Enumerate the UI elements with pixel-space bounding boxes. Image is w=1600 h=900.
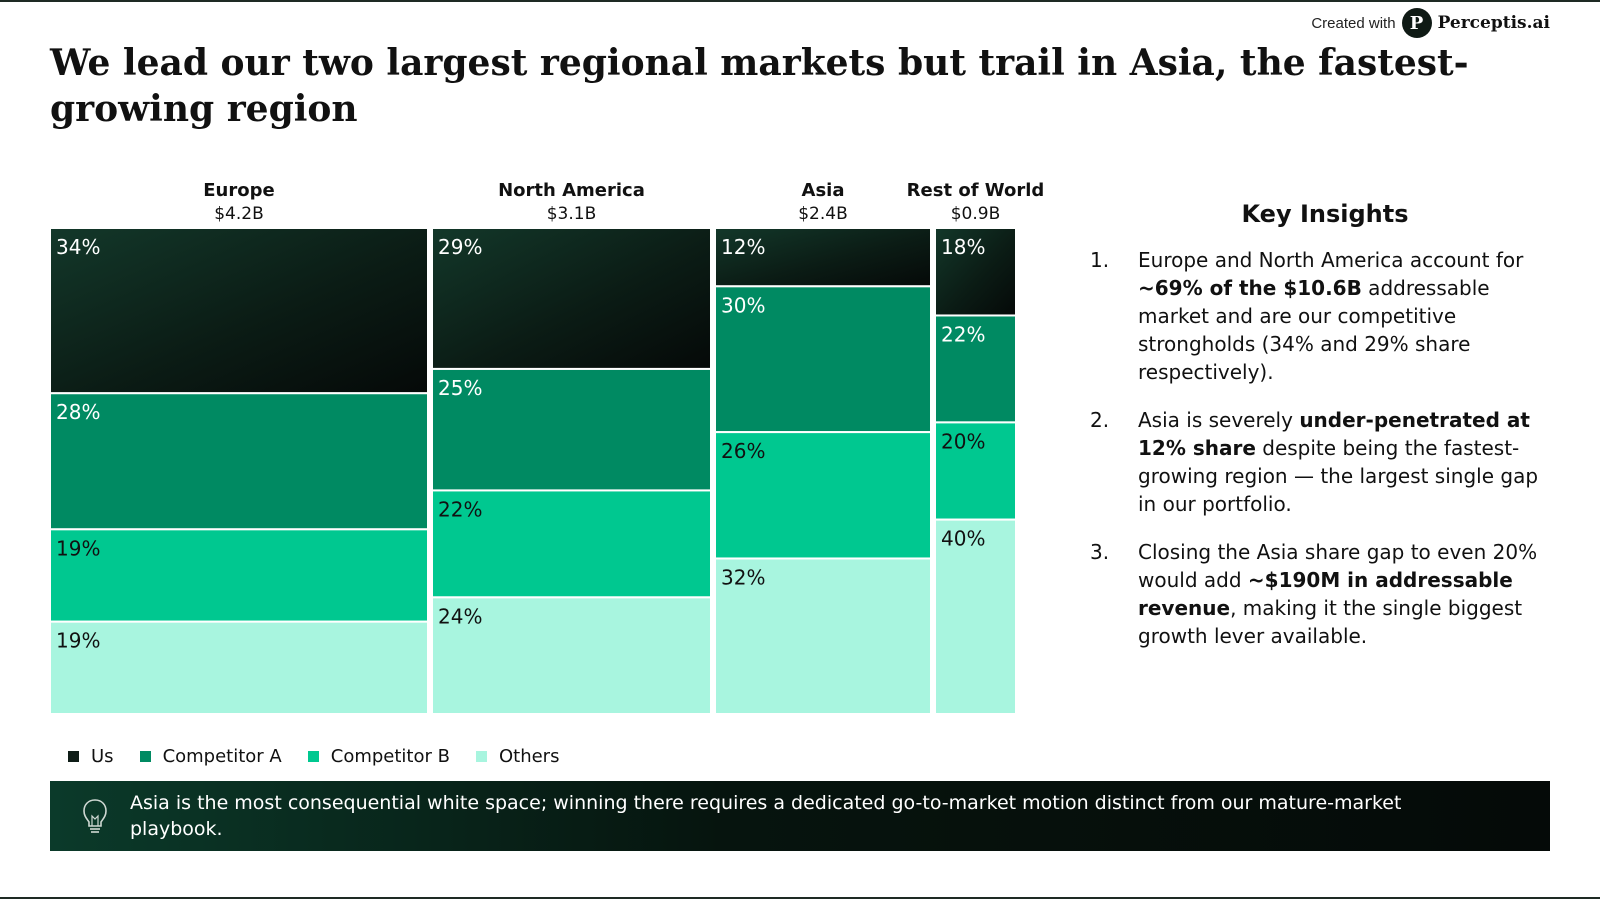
callout-text: Asia is the most consequential white spa… bbox=[130, 792, 1402, 840]
insight-text-part: Europe and North America account for bbox=[1138, 248, 1524, 272]
brand-logo-icon: P bbox=[1401, 8, 1432, 38]
segment-asia-competitor-a bbox=[714, 285, 932, 434]
segment-value-label: 18% bbox=[941, 235, 985, 259]
segment-value-label: 32% bbox=[721, 565, 765, 589]
segment-value-label: 34% bbox=[56, 235, 100, 259]
segment-rest-of-world-others bbox=[934, 518, 1017, 715]
brand-name: Perceptis.ai bbox=[1437, 13, 1550, 33]
insight-text: Closing the Asia share gap to even 20% w… bbox=[1138, 538, 1560, 650]
segment-value-label: 29% bbox=[438, 235, 482, 259]
segment-asia-others bbox=[714, 557, 932, 715]
segment-value-label: 28% bbox=[56, 400, 100, 424]
region-size-label-rest-of-world: $0.9B bbox=[951, 204, 1001, 224]
insight-text-emphasis: ~$190M in addressable revenue bbox=[1138, 568, 1513, 620]
insight-item: 1. Europe and North America account for … bbox=[1090, 246, 1560, 386]
segment-value-label: 19% bbox=[56, 629, 100, 653]
insight-text: Europe and North America account for ~69… bbox=[1138, 246, 1560, 386]
key-insights-panel: Key Insights 1. Europe and North America… bbox=[1090, 200, 1560, 670]
segment-europe-others bbox=[49, 620, 429, 715]
legend-swatch-competitor-b bbox=[307, 751, 319, 762]
segment-north-america-competitor-a bbox=[431, 367, 712, 492]
legend-swatch-us bbox=[68, 751, 79, 762]
legend-label: Others bbox=[498, 746, 560, 767]
insight-text-part: , making it the single biggest growth le… bbox=[1138, 596, 1523, 648]
segment-value-label: 22% bbox=[438, 497, 482, 521]
region-size-label-asia: $2.4B bbox=[798, 204, 848, 224]
region-label-north-america: North America bbox=[498, 180, 645, 201]
brand-prefix: Created with bbox=[1311, 14, 1396, 32]
segment-rest-of-world-competitor-a bbox=[934, 314, 1017, 424]
segment-value-label: 20% bbox=[941, 429, 985, 453]
segment-value-label: 19% bbox=[56, 536, 100, 560]
segment-value-label: 26% bbox=[721, 439, 765, 463]
marimekko-chart: Europe $4.2B 34% 28% 19% 19% North America $3.1… bbox=[49, 180, 1045, 715]
insight-number: 1. bbox=[1090, 248, 1110, 272]
segment-europe-competitor-b bbox=[49, 528, 429, 623]
legend-item-us: Us bbox=[68, 746, 114, 767]
insight-number: 3. bbox=[1090, 540, 1110, 564]
insight-text-emphasis: under-penetrated at 12% share bbox=[1138, 408, 1530, 460]
insight-text-part: Closing the Asia share gap to even 20% w… bbox=[1138, 540, 1538, 592]
insight-text: Asia is severely under-penetrated at 12%… bbox=[1138, 406, 1560, 518]
segment-value-label: 30% bbox=[721, 293, 765, 317]
insight-text-part: despite being the fastest-growing region… bbox=[1138, 436, 1539, 516]
segment-value-label: 40% bbox=[941, 527, 985, 551]
segment-north-america-us bbox=[431, 227, 712, 370]
segment-europe-us bbox=[49, 227, 429, 395]
key-insights-heading: Key Insights bbox=[1241, 200, 1409, 228]
segment-value-label: 25% bbox=[438, 376, 482, 400]
segment-north-america-others bbox=[431, 596, 712, 715]
segment-value-label: 24% bbox=[438, 604, 482, 628]
region-label-asia: Asia bbox=[802, 180, 845, 201]
legend-label: Competitor A bbox=[162, 746, 282, 767]
insight-text-emphasis: ~69% of the $10.6B bbox=[1138, 276, 1362, 300]
brand: Created with P Perceptis.ai bbox=[1311, 8, 1550, 38]
legend-label: Competitor B bbox=[330, 746, 450, 767]
insight-text-part: Asia is severely bbox=[1138, 408, 1300, 432]
legend-item-others: Others bbox=[475, 746, 560, 767]
legend-item-competitor-a: Competitor A bbox=[139, 746, 282, 767]
insight-text-part: addressable market and are our competiti… bbox=[1138, 276, 1490, 384]
lightbulb-icon bbox=[83, 799, 107, 833]
segment-value-label: 22% bbox=[941, 322, 985, 346]
legend-item-competitor-b: Competitor B bbox=[307, 746, 450, 767]
region-size-label-north-america: $3.1B bbox=[547, 204, 597, 224]
region-size-label-europe: $4.2B bbox=[214, 204, 264, 224]
bottom-rule bbox=[0, 897, 1600, 899]
insight-item: 3. Closing the Asia share gap to even 20… bbox=[1090, 538, 1560, 650]
segment-rest-of-world-competitor-b bbox=[934, 421, 1017, 521]
segment-asia-us bbox=[714, 227, 932, 288]
takeaway-callout: Asia is the most consequential white spa… bbox=[50, 781, 1550, 851]
top-rule bbox=[0, 0, 1600, 2]
legend-label: Us bbox=[91, 746, 114, 767]
segment-north-america-competitor-b bbox=[431, 489, 712, 599]
region-label-europe: Europe bbox=[203, 180, 274, 201]
slide-title: We lead our two largest regional markets… bbox=[50, 42, 1469, 130]
chart-legend: Us Competitor A Competitor B Others bbox=[68, 746, 559, 767]
legend-swatch-others bbox=[475, 751, 487, 762]
segment-value-label: 12% bbox=[721, 235, 765, 259]
legend-swatch-competitor-a bbox=[139, 751, 151, 762]
insight-item: 2. Asia is severely under-penetrated at … bbox=[1090, 406, 1560, 518]
segment-europe-competitor-a bbox=[49, 392, 429, 531]
region-label-rest-of-world: Rest of World bbox=[907, 180, 1045, 201]
insight-number: 2. bbox=[1090, 408, 1110, 432]
